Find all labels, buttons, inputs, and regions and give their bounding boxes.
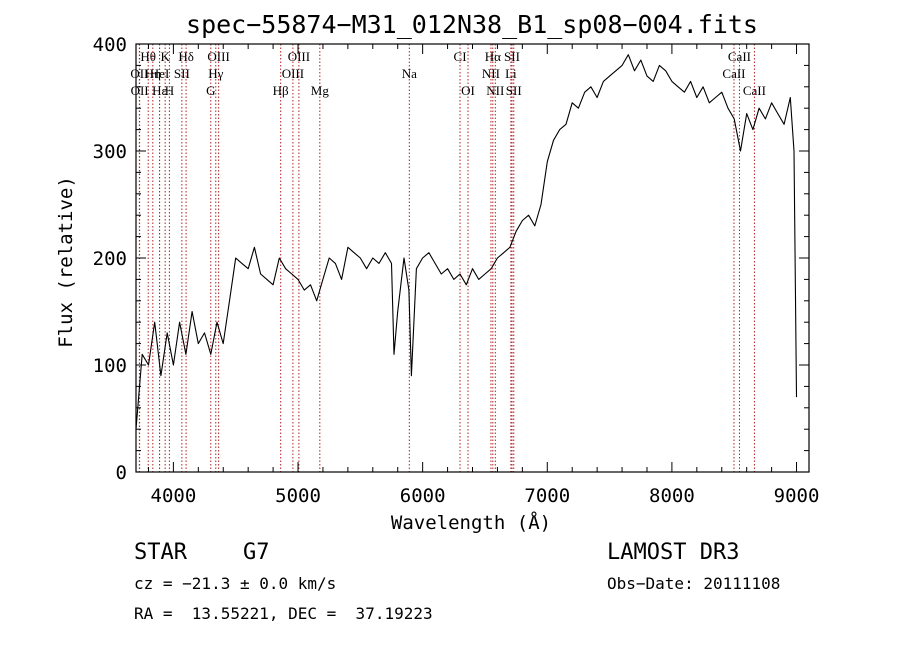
line-label: Hη [145,66,161,81]
y-tick-label: 200 [93,248,127,270]
object-subclass: G7 [243,540,270,565]
line-label: CI [454,49,467,64]
axis-tick-labels: 4000 5000 6000 7000 8000 9000 0 100 200 300 400 [93,34,820,507]
line-label: SII [504,49,520,64]
line-label: OII [130,66,148,81]
plot-frame [135,43,810,473]
line-label: G [206,83,215,98]
spectrum-line [135,54,798,430]
coordinates-text: RA = 13.55221, DEC = 37.19223 [134,604,433,623]
x-tick-label: 4000 [151,485,197,507]
line-label: OII [131,83,149,98]
line-label: H [165,83,174,98]
line-label: K [160,49,170,64]
axis-ticks [136,43,809,473]
line-label: NII [486,83,504,98]
line-label: Na [402,66,417,81]
y-tick-label: 0 [116,462,127,484]
spectral-line-markers [138,44,755,472]
y-tick-label: 300 [93,141,127,163]
line-label: SII [506,83,522,98]
x-tick-label: 7000 [524,485,570,507]
line-label: OIII [282,66,304,81]
line-label: Hα [485,49,501,64]
x-tick-label: 6000 [400,485,446,507]
x-axis-title: Wavelength (Å) [391,511,551,534]
line-label: Hγ [208,66,223,81]
line-label: CaII [728,49,751,64]
line-label: Li [505,66,517,81]
x-tick-label: 9000 [774,485,820,507]
y-tick-label: 400 [93,34,127,56]
redshift-text: cz = −21.3 ± 0.0 km/s [134,574,337,593]
line-label: NII [482,66,500,81]
line-label: HeI [150,66,170,81]
line-label: OIII [288,49,310,64]
object-class: STAR [134,540,187,565]
observation-date: Obs−Date: 20111108 [607,574,781,593]
y-axis-title: Flux (relative) [55,176,77,348]
line-label: Hβ [273,83,289,98]
line-label: CaII [722,66,745,81]
line-label: Hδ [178,49,194,64]
survey-name: LAMOST DR3 [607,540,740,565]
line-label: OIII [207,49,229,64]
line-label: CaII [743,83,766,98]
line-label: Hε [152,83,167,98]
line-label: SII [174,66,190,81]
x-tick-label: 5000 [275,485,321,507]
line-label: Hθ [140,49,156,64]
line-label: Mg [311,83,330,98]
x-tick-label: 8000 [649,485,695,507]
line-label: OI [461,83,475,98]
chart-title: spec−55874−M31_012N38_B1_sp08−004.fits [186,10,758,39]
y-tick-label: 100 [93,355,127,377]
